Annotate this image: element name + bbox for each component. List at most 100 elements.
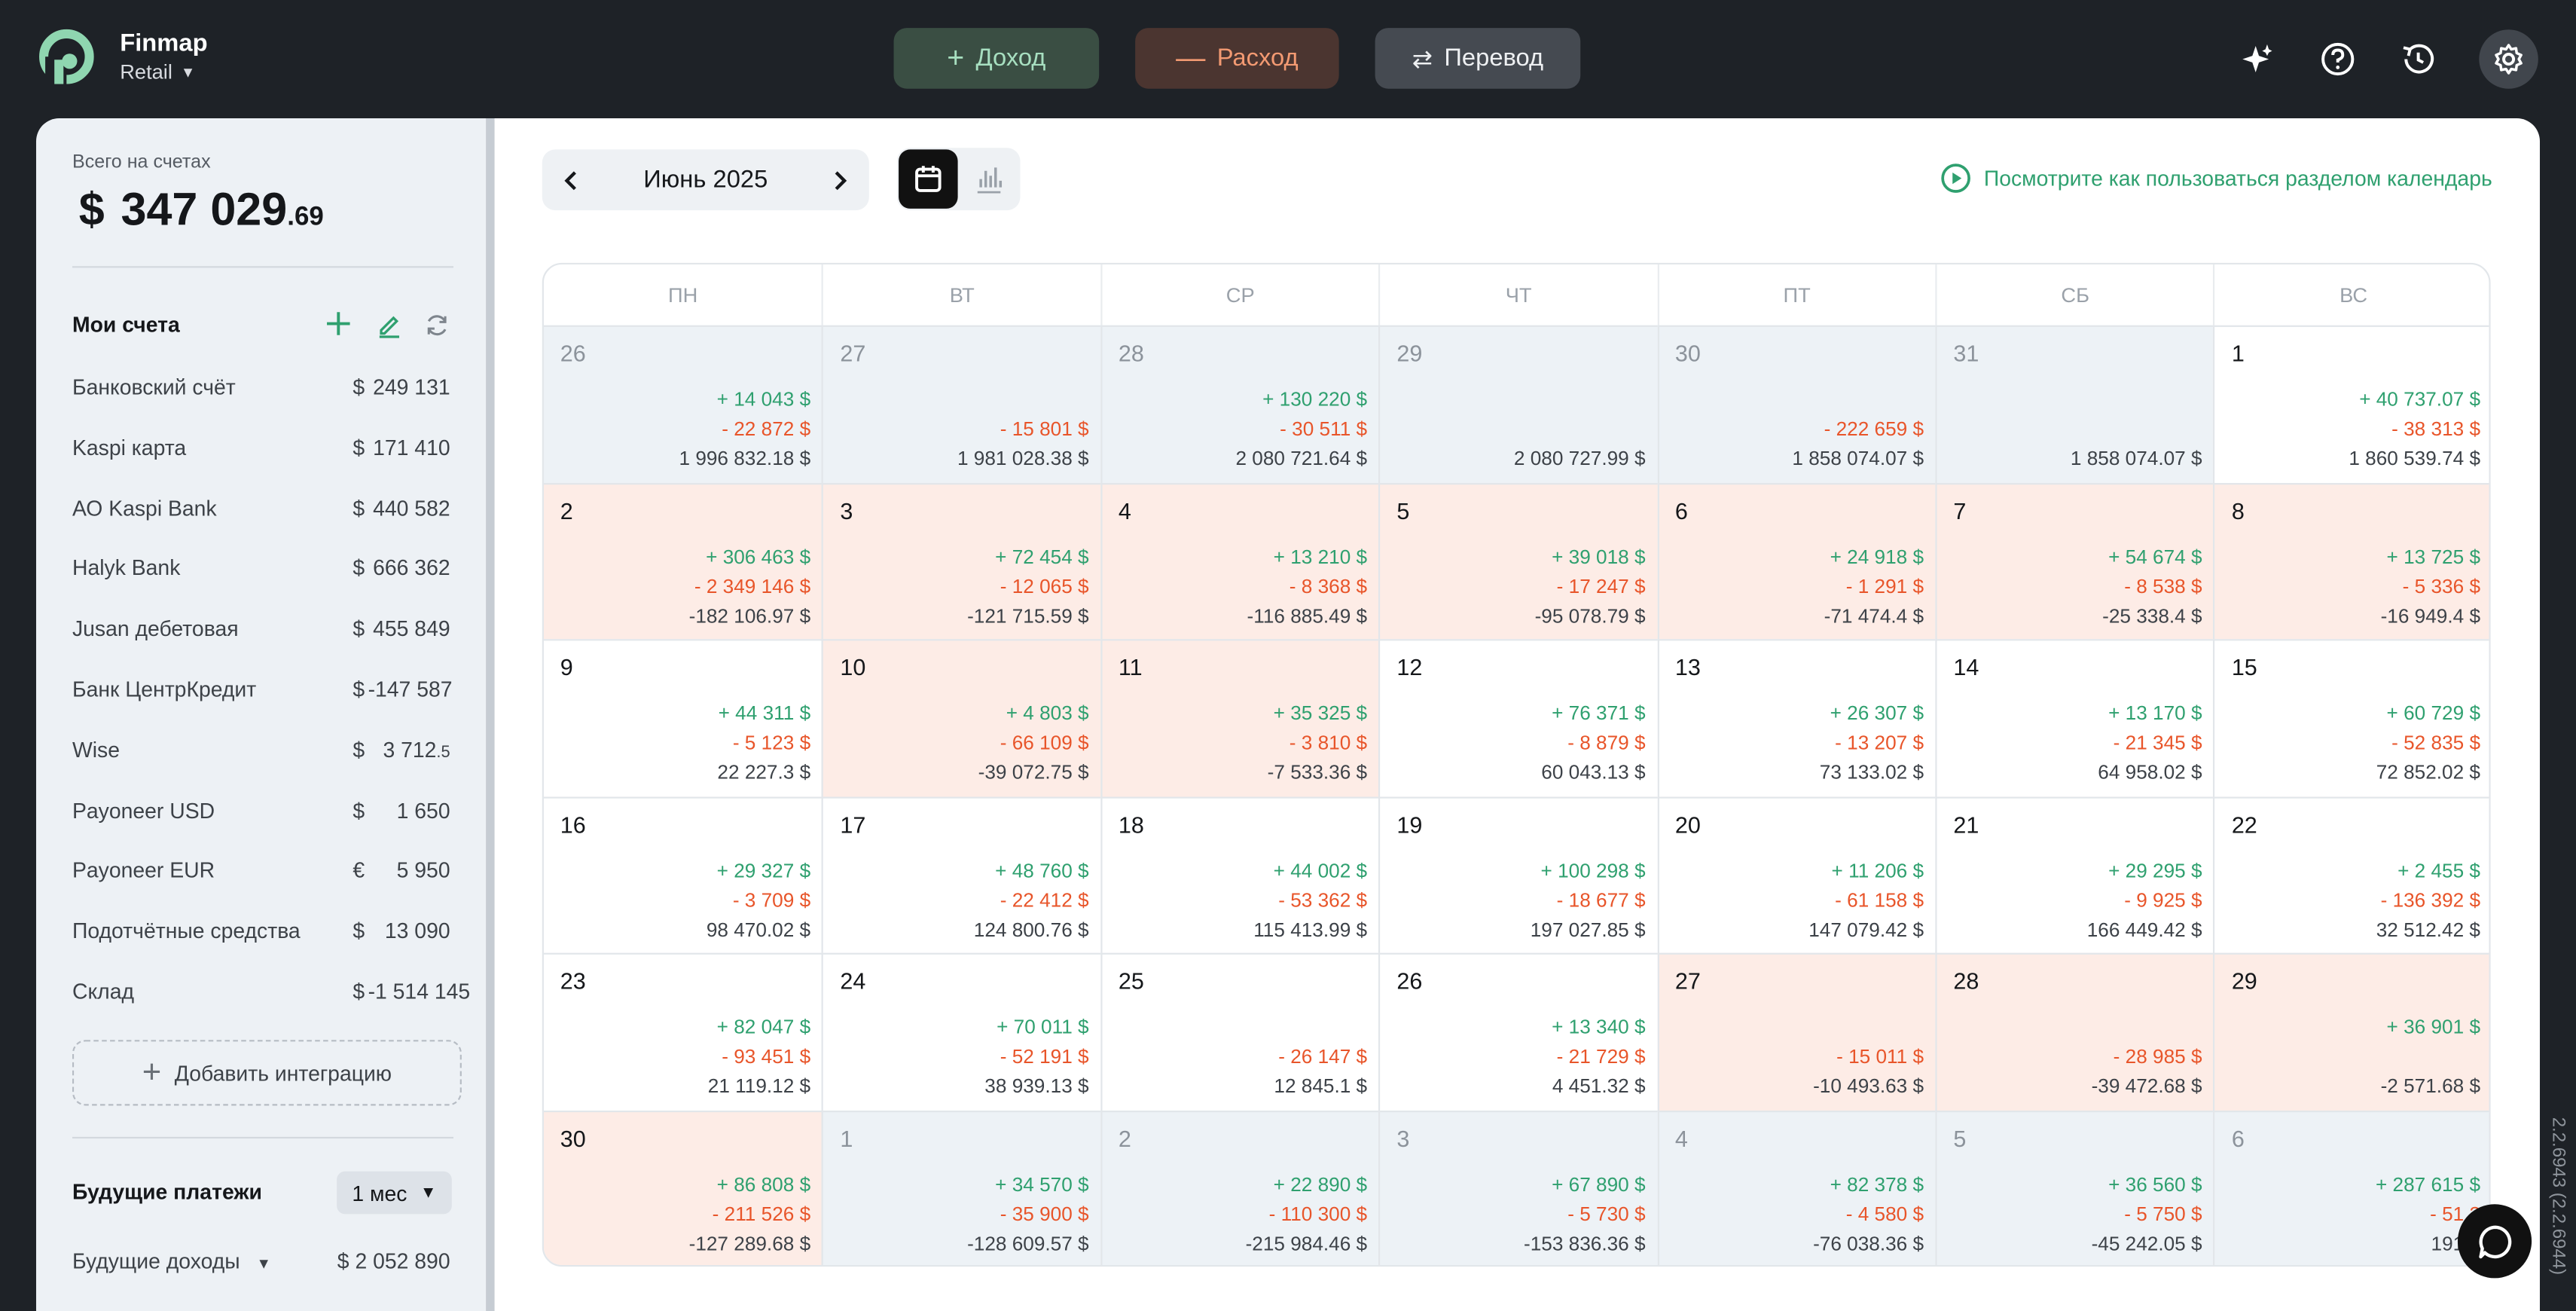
account-currency: $ [353,616,365,641]
calendar-day-cell[interactable]: 26 + 14 043 $ - 22 872 $ 1 996 832.18 $ [543,325,823,483]
history-button[interactable] [2388,29,2448,88]
calendar-day-cell[interactable]: 30 - 222 659 $ 1 858 074.07 $ [1656,325,1936,483]
plus-icon: + [142,1053,162,1090]
prev-month-button[interactable] [542,149,602,210]
pencil-icon [379,316,400,338]
day-balance: 21 119.12 $ [707,1074,811,1099]
calendar-day-cell[interactable]: 1 + 34 570 $ - 35 900 $ -128 609.57 $ [822,1110,1100,1265]
calendar-day-cell[interactable]: 9 + 44 311 $ - 5 123 $ 22 227.3 $ [543,639,823,797]
day-balance: -153 836.36 $ [1524,1232,1646,1255]
calendar-day-cell[interactable]: 4 + 13 210 $ - 8 368 $ -116 885.49 $ [1100,482,1379,640]
add-expense-button[interactable]: — Расход [1135,28,1339,89]
edit-accounts-button[interactable] [373,309,406,342]
day-expense: - 26 147 $ [1278,1045,1368,1069]
future-income-row[interactable]: Будущие доходы ▼ $ 2 052 890 [72,1248,450,1273]
add-account-button[interactable] [322,307,355,341]
calendar-day-cell[interactable]: 3 + 67 890 $ - 5 730 $ -153 836.36 $ [1378,1110,1657,1265]
day-income: + 34 570 $ [995,1172,1089,1196]
calendar-day-cell[interactable]: 2 + 306 463 $ - 2 349 146 $ -182 106.97 $ [543,482,823,640]
calendar-day-cell[interactable]: 10 + 4 803 $ - 66 109 $ -39 072.75 $ [822,639,1100,797]
future-period-select[interactable]: 1 мес ▼ [337,1171,452,1215]
top-bar: Finmap Retail ▼ + Доход — Расход ⇄ Перевод [0,0,2576,118]
day-expense: - 5 123 $ [732,731,811,755]
calendar-day-cell[interactable]: 25 - 26 147 $ 12 845.1 $ [1100,953,1379,1111]
account-row[interactable]: Payoneer EUR €5 950 [72,858,450,891]
chat-button[interactable] [2457,1204,2532,1279]
calendar-day-cell[interactable]: 27 - 15 801 $ 1 981 028.38 $ [822,325,1100,483]
account-balance: 5 950 [368,858,450,883]
account-row[interactable]: Halyk Bank $666 362 [72,556,450,589]
calendar-day-cell[interactable]: 26 + 13 340 $ - 21 729 $ 4 451.32 $ [1378,953,1657,1111]
account-row[interactable]: Kaspi карта $171 410 [72,435,450,468]
day-expense: - 15 011 $ [1836,1045,1924,1069]
history-icon [2403,44,2434,74]
calendar-day-cell[interactable]: 6 + 287 615 $ - 51 3 191 1 [2213,1110,2489,1265]
workspace-selector[interactable]: Retail ▼ [120,61,195,84]
calendar-view-button[interactable] [899,149,958,209]
calendar-day-cell[interactable]: 8 + 13 725 $ - 5 336 $ -16 949.4 $ [2213,482,2489,640]
how-to-link[interactable]: Посмотрите как пользоваться разделом кал… [1940,163,2492,194]
calendar-day-cell[interactable]: 19 + 100 298 $ - 18 677 $ 197 027.85 $ [1378,796,1657,954]
ai-sparkle-button[interactable] [2228,29,2288,88]
calendar-day-cell[interactable]: 29 + 36 901 $ -2 571.68 $ [2213,953,2489,1111]
calendar-day-cell[interactable]: 15 + 60 729 $ - 52 835 $ 72 852.02 $ [2213,639,2489,797]
day-income: + 29 327 $ [716,858,811,882]
day-income: + 36 560 $ [2108,1172,2202,1196]
account-row[interactable]: Jusan дебетовая $455 849 [72,616,450,649]
calendar-day-cell[interactable]: 30 + 86 808 $ - 211 526 $ -127 289.68 $ [543,1110,823,1265]
day-number: 30 [560,1125,586,1152]
help-icon [2321,42,2355,76]
calendar-day-cell[interactable]: 20 + 11 206 $ - 61 158 $ 147 079.42 $ [1656,796,1936,954]
calendar-day-cell[interactable]: 2 + 22 890 $ - 110 300 $ -215 984.46 $ [1100,1110,1379,1265]
day-balance: -45 242.05 $ [2091,1232,2202,1255]
account-row[interactable]: АО Kaspi Bank $440 582 [72,496,450,529]
help-button[interactable] [2308,29,2367,88]
day-income: + 13 210 $ [1273,545,1368,568]
calendar-day-cell[interactable]: 5 + 39 018 $ - 17 247 $ -95 078.79 $ [1378,482,1657,640]
refresh-accounts-button[interactable] [420,309,453,342]
calendar-day-cell[interactable]: 3 + 72 454 $ - 12 065 $ -121 715.59 $ [822,482,1100,640]
chevron-left-icon [564,170,576,190]
add-transfer-button[interactable]: ⇄ Перевод [1375,28,1581,89]
calendar-day-cell[interactable]: 7 + 54 674 $ - 8 538 $ -25 338.4 $ [1935,482,2214,640]
calendar-day-cell[interactable]: 21 + 29 295 $ - 9 925 $ 166 449.42 $ [1935,796,2214,954]
calendar-day-cell[interactable]: 29 2 080 727.99 $ [1378,325,1657,483]
account-balance: 440 582 [368,496,450,521]
chart-view-button[interactable] [960,149,1019,208]
add-integration-button[interactable]: + Добавить интеграцию [72,1040,462,1106]
calendar-day-cell[interactable]: 27 - 15 011 $ -10 493.63 $ [1656,953,1936,1111]
calendar-day-cell[interactable]: 28 + 130 220 $ - 30 511 $ 2 080 721.64 $ [1100,325,1379,483]
calendar-day-cell[interactable]: 12 + 76 371 $ - 8 879 $ 60 043.13 $ [1378,639,1657,797]
account-row[interactable]: Wise $3 712.5 [72,738,450,771]
day-income: + 24 918 $ [1830,545,1924,568]
calendar-day-cell[interactable]: 14 + 13 170 $ - 21 345 $ 64 958.02 $ [1935,639,2214,797]
calendar-day-cell[interactable]: 17 + 48 760 $ - 22 412 $ 124 800.76 $ [822,796,1100,954]
account-row[interactable]: Payoneer USD $1 650 [72,798,450,831]
calendar-day-cell[interactable]: 31 1 858 074.07 $ [1935,325,2214,483]
account-row[interactable]: Банковский счёт $249 131 [72,374,450,408]
account-row[interactable]: Склад $ -1 514 145 [72,979,470,1013]
calendar-day-cell[interactable]: 1 + 40 737.07 $ - 38 313 $ 1 860 539.74 $ [2213,325,2489,483]
calendar-day-cell[interactable]: 13 + 26 307 $ - 13 207 $ 73 133.02 $ [1656,639,1936,797]
add-income-button[interactable]: + Доход [893,28,1100,89]
calendar-day-cell[interactable]: 28 - 28 985 $ -39 472.68 $ [1935,953,2214,1111]
refresh-icon [427,315,447,336]
calendar-day-cell[interactable]: 18 + 44 002 $ - 53 362 $ 115 413.99 $ [1100,796,1379,954]
calendar-day-cell[interactable]: 24 + 70 011 $ - 52 191 $ 38 939.13 $ [822,953,1100,1111]
calendar-day-cell[interactable]: 4 + 82 378 $ - 4 580 $ -76 038.36 $ [1656,1110,1936,1265]
day-number: 27 [840,340,866,367]
sidebar-resize-handle[interactable] [486,118,495,1311]
settings-button[interactable] [2479,29,2538,89]
calendar-day-cell[interactable]: 22 + 2 455 $ - 136 392 $ 32 512.42 $ [2213,796,2489,954]
calendar-day-cell[interactable]: 5 + 36 560 $ - 5 750 $ -45 242.05 $ [1935,1110,2214,1265]
calendar-day-cell[interactable]: 11 + 35 325 $ - 3 810 $ -7 533.36 $ [1100,639,1379,797]
future-income-value: $ 2 052 890 [337,1248,450,1273]
next-month-button[interactable] [810,149,869,210]
day-number: 11 [1118,654,1143,681]
calendar-day-cell[interactable]: 16 + 29 327 $ - 3 709 $ 98 470.02 $ [543,796,823,954]
calendar-day-cell[interactable]: 23 + 82 047 $ - 93 451 $ 21 119.12 $ [543,953,823,1111]
calendar-day-cell[interactable]: 6 + 24 918 $ - 1 291 $ -71 474.4 $ [1656,482,1936,640]
account-row[interactable]: Подотчётные средства $13 090 [72,918,450,952]
day-income: + 4 803 $ [1006,701,1089,725]
account-row[interactable]: Банк ЦентрКредит $ -147 587 [72,677,453,710]
